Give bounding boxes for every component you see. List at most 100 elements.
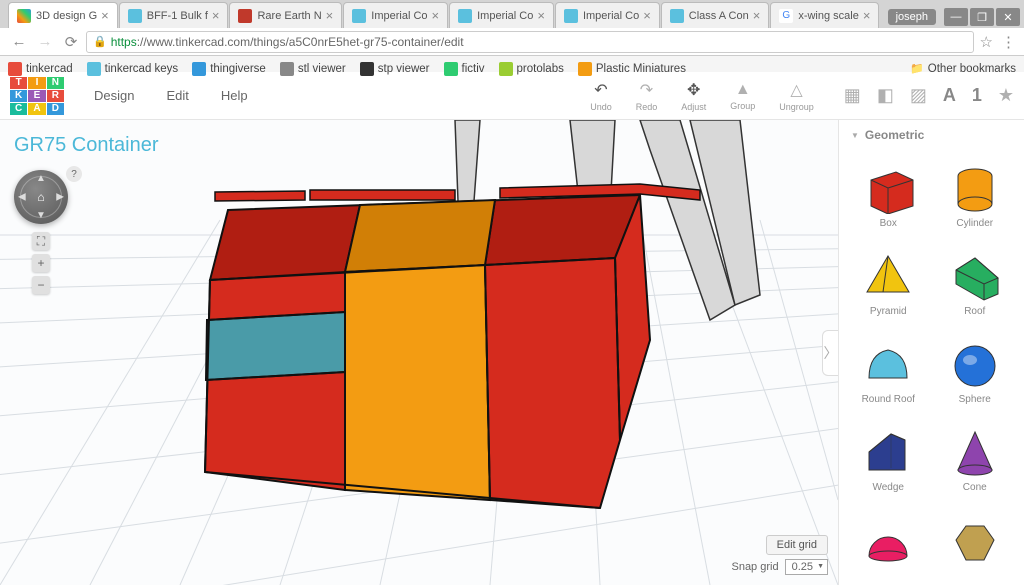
shape-box[interactable]: Box xyxy=(847,154,930,236)
redo-icon: ↷ xyxy=(640,80,653,100)
tab-strip: 3D design G×BFF-1 Bulk f×Rare Earth N×Im… xyxy=(0,0,1024,28)
3d-viewport[interactable] xyxy=(0,120,838,585)
edit-grid-button[interactable]: Edit grid xyxy=(766,535,828,555)
tab-title: Class A Con xyxy=(689,10,749,22)
shape-hatch-icon[interactable]: ▨ xyxy=(910,85,927,106)
menu-edit[interactable]: Edit xyxy=(150,88,204,103)
panel-toggle[interactable]: 〉 xyxy=(822,330,838,376)
vc-left-icon[interactable]: ◀ xyxy=(18,192,26,203)
browser-tab[interactable]: Gx-wing scale × xyxy=(770,2,879,28)
browser-tab[interactable]: Imperial Co × xyxy=(555,2,660,28)
shape-box-icon[interactable]: ◧ xyxy=(877,85,894,106)
view-controls: ▲ ▼ ◀ ▶ ⌂ ? ⛶ + − xyxy=(14,170,68,294)
menu-design[interactable]: Design xyxy=(78,88,150,103)
zoom-out-button[interactable]: − xyxy=(32,276,50,294)
tab-title: Imperial Co xyxy=(371,10,427,22)
zoom-in-button[interactable]: + xyxy=(32,254,50,272)
url-field[interactable]: 🔒 https ://www.tinkercad.com/things/a5C0… xyxy=(86,31,974,53)
star-icon[interactable]: ★ xyxy=(998,85,1014,106)
menu-help[interactable]: Help xyxy=(205,88,264,103)
app-toolbar: TINKERCAD DesignEditHelp ↶Undo ↷Redo ✥Adju… xyxy=(0,72,1024,120)
shape-label: Box xyxy=(880,218,897,229)
app-logo[interactable]: TINKERCAD xyxy=(10,77,64,115)
bookmark-star-icon[interactable]: ☆ xyxy=(980,33,993,51)
view-mode-icons: ▦ ◧ ▨ A 1 ★ xyxy=(844,85,1014,106)
browser-tab[interactable]: Imperial Co × xyxy=(343,2,448,28)
group-icon: ▲ xyxy=(735,81,751,99)
workplane-icon[interactable]: ▦ xyxy=(844,85,861,106)
favicon-icon xyxy=(458,9,472,23)
back-button[interactable]: ← xyxy=(8,31,30,53)
shape-dome[interactable] xyxy=(847,506,930,577)
shape-hex[interactable] xyxy=(934,506,1017,577)
tab-close-icon[interactable]: × xyxy=(537,8,545,23)
tab-close-icon[interactable]: × xyxy=(432,8,440,23)
shape-roof[interactable]: Roof xyxy=(934,242,1017,324)
shape-round-roof[interactable]: Round Roof xyxy=(847,330,930,412)
action-adjust[interactable]: ✥Adjust xyxy=(681,80,706,112)
action-undo[interactable]: ↶Undo xyxy=(590,80,612,112)
viewcube[interactable]: ▲ ▼ ◀ ▶ ⌂ ? xyxy=(14,170,68,224)
shape-label: Pyramid xyxy=(870,306,907,317)
shape-label: Sphere xyxy=(959,394,991,405)
action-redo[interactable]: ↷Redo xyxy=(636,80,658,112)
tab-close-icon[interactable]: × xyxy=(643,8,651,23)
browser-tab[interactable]: BFF-1 Bulk f × xyxy=(119,2,229,28)
fit-view-button[interactable]: ⛶ xyxy=(32,232,50,250)
browser-tab[interactable]: 3D design G × xyxy=(8,2,118,28)
shape-pyramid[interactable]: Pyramid xyxy=(847,242,930,324)
tab-close-icon[interactable]: × xyxy=(753,8,761,23)
tab-close-icon[interactable]: × xyxy=(101,8,109,23)
shape-label: Cylinder xyxy=(956,218,993,229)
tab-title: x-wing scale xyxy=(798,10,859,22)
grid-controls: Edit grid Snap grid 0.25 xyxy=(731,535,828,575)
vc-right-icon[interactable]: ▶ xyxy=(56,192,64,203)
favicon-icon xyxy=(352,9,366,23)
ungroup-icon: △ xyxy=(790,80,802,100)
browser-tab[interactable]: Class A Con × xyxy=(661,2,770,28)
snap-grid-select[interactable]: 0.25 xyxy=(785,559,828,575)
number-1-icon[interactable]: 1 xyxy=(972,85,982,106)
shape-label: Wedge xyxy=(872,482,904,493)
tab-title: Rare Earth N xyxy=(257,10,321,22)
app-body: GR75 Container ▲ ▼ ◀ ▶ ⌂ ? ⛶ + − Edit gr… xyxy=(0,120,1024,585)
canvas-area[interactable]: GR75 Container ▲ ▼ ◀ ▶ ⌂ ? ⛶ + − Edit gr… xyxy=(0,120,838,585)
profile-badge[interactable]: joseph xyxy=(888,9,936,25)
vc-up-icon[interactable]: ▲ xyxy=(36,173,46,184)
tab-title: 3D design G xyxy=(36,10,97,22)
action-group[interactable]: ▲Group xyxy=(730,81,755,111)
browser-tab[interactable]: Rare Earth N × xyxy=(229,2,342,28)
browser-menu-icon[interactable]: ⋮ xyxy=(1001,33,1016,51)
favicon-icon xyxy=(128,9,142,23)
browser-tab[interactable]: Imperial Co× xyxy=(449,2,554,28)
forward-button[interactable]: → xyxy=(34,31,56,53)
panel-header[interactable]: Geometric xyxy=(839,120,1024,150)
shapes-panel: Geometric Box Cylinder Pyramid Roof Round Ro… xyxy=(838,120,1024,585)
home-icon[interactable]: ⌂ xyxy=(37,190,44,204)
favicon-icon: G xyxy=(779,9,793,23)
shape-sphere[interactable]: Sphere xyxy=(934,330,1017,412)
favicon-icon xyxy=(238,9,252,23)
shape-wedge[interactable]: Wedge xyxy=(847,418,930,500)
maximize-button[interactable]: ❐ xyxy=(970,8,994,26)
favicon-icon xyxy=(17,9,31,23)
tab-close-icon[interactable]: × xyxy=(326,8,334,23)
adjust-icon: ✥ xyxy=(687,80,700,100)
tab-title: BFF-1 Bulk f xyxy=(147,10,208,22)
shape-cylinder[interactable]: Cylinder xyxy=(934,154,1017,236)
document-title[interactable]: GR75 Container xyxy=(14,134,159,157)
tinkercad-app: TINKERCAD DesignEditHelp ↶Undo ↷Redo ✥Adju… xyxy=(0,72,1024,585)
minimize-button[interactable]: — xyxy=(944,8,968,26)
reload-button[interactable]: ⟳ xyxy=(60,31,82,53)
action-ungroup[interactable]: △Ungroup xyxy=(779,80,814,112)
shape-label: Round Roof xyxy=(862,394,915,405)
url-rest: ://www.tinkercad.com/things/a5C0nrE5het-… xyxy=(137,35,464,49)
help-icon[interactable]: ? xyxy=(66,166,82,182)
tab-title: Imperial Co xyxy=(583,10,639,22)
vc-down-icon[interactable]: ▼ xyxy=(36,210,46,221)
shape-cone[interactable]: Cone xyxy=(934,418,1017,500)
letter-a-icon[interactable]: A xyxy=(943,85,956,106)
tab-close-icon[interactable]: × xyxy=(212,8,220,23)
tab-close-icon[interactable]: × xyxy=(863,8,871,23)
close-window-button[interactable]: ✕ xyxy=(996,8,1020,26)
